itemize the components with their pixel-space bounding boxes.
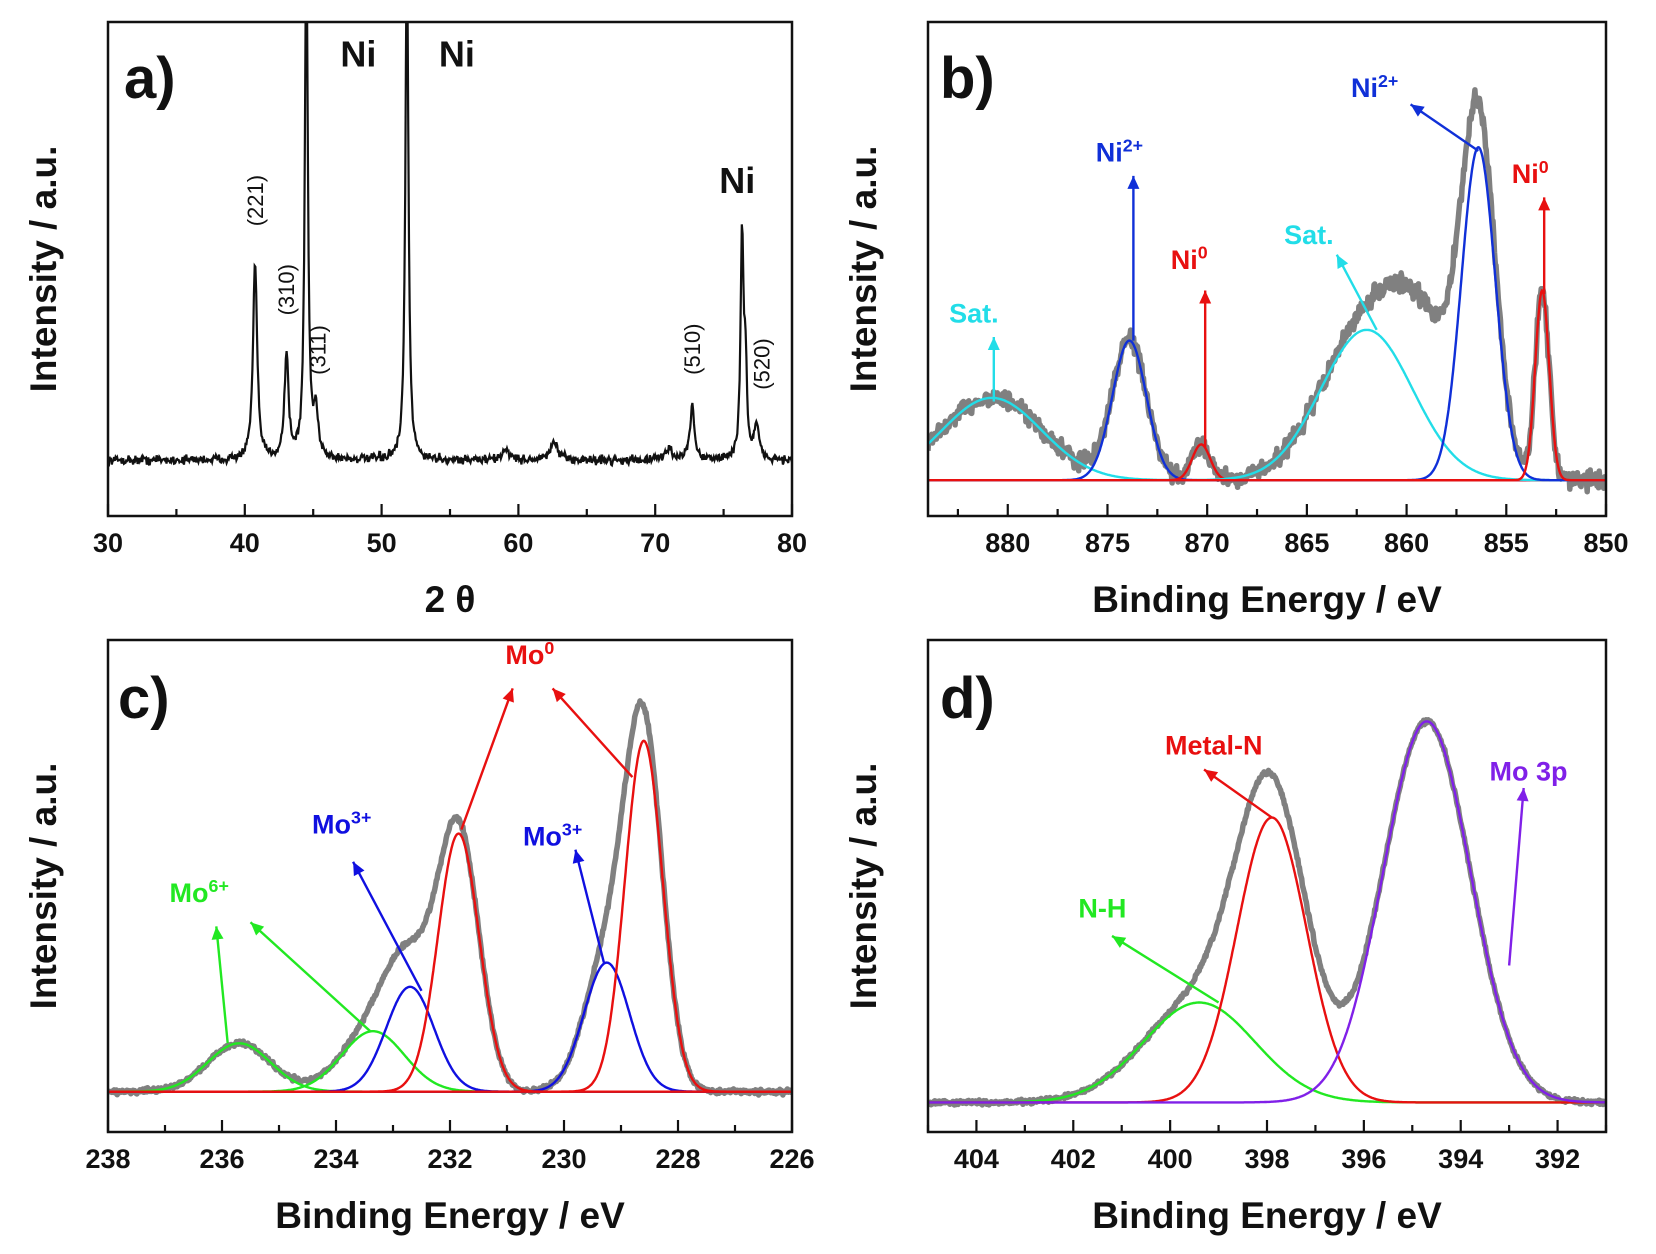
- annotation-arrow: [1203, 768, 1273, 819]
- peak-annotation: Ni: [439, 34, 475, 75]
- x-tick-label: 865: [1284, 528, 1329, 558]
- x-tick-label: 236: [199, 1144, 244, 1174]
- panel-tag: d): [940, 666, 995, 731]
- x-tick-label: 875: [1085, 528, 1130, 558]
- fit-peak-mo0-5: [108, 739, 792, 1093]
- fit-peak-metal-n-1: [928, 816, 1606, 1104]
- plot-area: [108, 22, 792, 468]
- peak-annotation: Metal-N: [1165, 731, 1263, 761]
- axes-frame: [106, 20, 794, 518]
- annotation-arrow: [211, 926, 229, 1044]
- x-tick-label: 40: [230, 528, 260, 558]
- peak-annotation: Mo3+: [523, 819, 582, 851]
- plot-area: [108, 698, 792, 1098]
- x-tick-label: 50: [367, 528, 397, 558]
- peak-annotation: N-H: [1078, 893, 1126, 923]
- peak-annotation: (221): [243, 175, 268, 226]
- x-tick-label: 400: [1148, 1144, 1193, 1174]
- fit-peak-mo0-4: [108, 832, 792, 1093]
- axes-frame: [926, 638, 1608, 1134]
- annotation-arrow: [1199, 290, 1212, 448]
- x-tick-label: 404: [954, 1144, 999, 1174]
- panel-tag: a): [124, 46, 176, 111]
- y-axis-label: Intensity / a.u.: [23, 763, 64, 1010]
- y-axis-label: Intensity / a.u.: [23, 146, 64, 393]
- x-tick-label: 860: [1384, 528, 1429, 558]
- peak-annotation: Ni: [719, 160, 755, 201]
- x-tick-label: 394: [1438, 1144, 1483, 1174]
- annotation-arrow: [249, 921, 372, 1033]
- panel-c: 238 236 234 232 230 228 226 Binding Energy / eV…: [23, 638, 815, 1236]
- plot-area: [928, 717, 1606, 1108]
- peak-annotation: Ni0: [1171, 243, 1208, 275]
- measured-envelope-line: [928, 87, 1606, 495]
- x-tick-label: 855: [1484, 528, 1529, 558]
- panel-a: 30 40 50 60 70 80 2 θ Intensity / a.u. a) (221) (3…: [23, 20, 807, 620]
- annotation-arrow: [1111, 934, 1220, 1004]
- x-tick-label: 392: [1535, 1144, 1580, 1174]
- annotation-arrow: [1127, 175, 1140, 341]
- plot-area: [928, 87, 1606, 495]
- x-axis-label: 2 θ: [425, 579, 476, 620]
- annotation-arrow: [1507, 787, 1529, 966]
- x-tick-label: 238: [85, 1144, 130, 1174]
- peak-annotation: (510): [680, 323, 705, 374]
- measured-envelope-line: [108, 698, 792, 1098]
- x-tick-label: 30: [93, 528, 123, 558]
- x-tick-label: 396: [1341, 1144, 1386, 1174]
- peak-annotation: (310): [274, 264, 299, 315]
- panel-tag: b): [940, 46, 995, 111]
- x-tick-label: 70: [640, 528, 670, 558]
- peak-annotation: Sat.: [1284, 220, 1334, 250]
- fit-peak-ni2--4: [928, 146, 1606, 482]
- x-tick-label: 234: [313, 1144, 358, 1174]
- panel-d: 404 402 400 398 396 394 392 Binding Energy / eV…: [843, 638, 1608, 1236]
- x-tick-label: 80: [777, 528, 807, 558]
- fit-peak-mo-3p-2: [928, 720, 1606, 1104]
- annotation-arrow: [987, 337, 1000, 402]
- peak-annotation: (520): [750, 338, 775, 389]
- annotation-arrow: [1409, 103, 1480, 152]
- x-tick-label: 228: [655, 1144, 700, 1174]
- x-axis-label: Binding Energy / eV: [1092, 579, 1442, 620]
- peak-annotation: Mo0: [505, 638, 554, 670]
- peak-annotation: Ni2+: [1096, 135, 1143, 167]
- x-tick-label: 226: [769, 1144, 814, 1174]
- peak-annotation: Sat.: [949, 299, 999, 329]
- y-axis-label: Intensity / a.u.: [843, 146, 884, 393]
- xrd-pattern-line: [108, 22, 792, 468]
- annotation-arrow: [572, 849, 606, 963]
- panel-b: 880 875 870 865 860 855 850 Binding Energy / eV…: [843, 20, 1629, 620]
- annotation-arrow: [1335, 254, 1378, 331]
- x-tick-label: 880: [985, 528, 1030, 558]
- annotation-arrow: [352, 861, 423, 992]
- fit-peak-ni0-5: [928, 288, 1606, 482]
- annotation-arrow: [1538, 197, 1551, 295]
- axes-frame: [926, 20, 1608, 518]
- x-axis-label: Binding Energy / eV: [275, 1195, 625, 1236]
- y-axis-label: Intensity / a.u.: [843, 763, 884, 1010]
- x-tick-label: 232: [427, 1144, 472, 1174]
- peak-annotation: Ni: [340, 34, 376, 75]
- x-axis-label: Binding Energy / eV: [1092, 1195, 1442, 1236]
- peak-annotation: Ni0: [1512, 157, 1549, 189]
- annotation-arrow: [551, 687, 634, 778]
- x-tick-label: 230: [541, 1144, 586, 1174]
- peak-annotation: Mo6+: [170, 876, 229, 908]
- x-tick-label: 60: [503, 528, 533, 558]
- peak-annotation: Mo3+: [312, 807, 371, 839]
- annotation-arrow: [460, 687, 514, 830]
- x-tick-label: 870: [1185, 528, 1230, 558]
- peak-annotation: (311): [306, 325, 331, 375]
- x-tick-label: 398: [1244, 1144, 1289, 1174]
- x-tick-label: 402: [1051, 1144, 1096, 1174]
- peak-annotation: Ni2+: [1351, 71, 1398, 103]
- peak-annotation: Mo 3p: [1490, 757, 1568, 787]
- panel-tag: c): [118, 666, 170, 731]
- x-tick-label: 850: [1583, 528, 1628, 558]
